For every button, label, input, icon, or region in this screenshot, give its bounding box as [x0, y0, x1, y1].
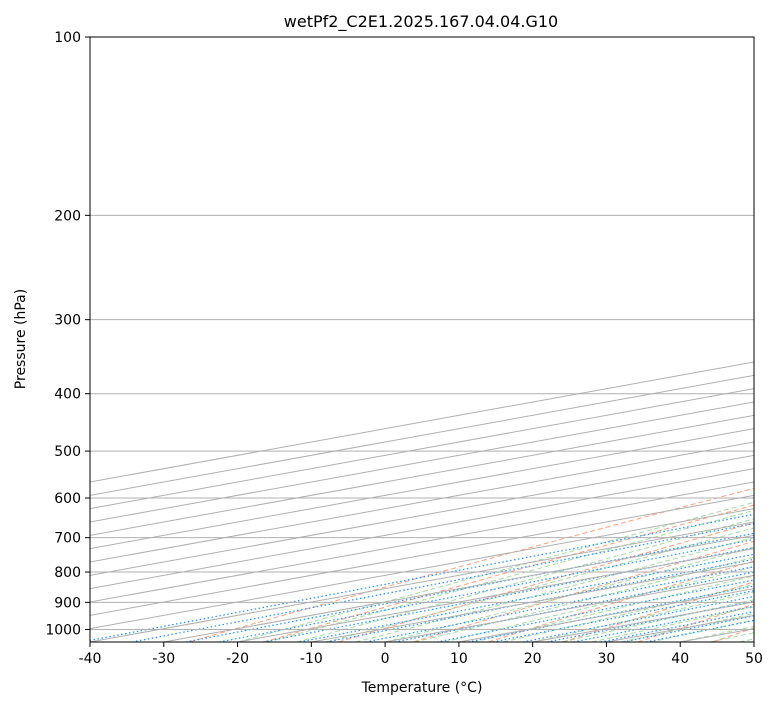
moist-adiabat [443, 566, 754, 642]
isotherm-line [90, 468, 754, 590]
isotherm-line [458, 588, 754, 642]
isotherm-line [90, 454, 754, 576]
x-tick-label: -40 [79, 651, 102, 667]
y-tick-label: 100 [54, 30, 81, 46]
mixing-ratio-line [623, 615, 754, 642]
dry-adiabat [263, 504, 754, 642]
y-tick-label: 200 [54, 208, 81, 224]
moist-adiabat [355, 536, 754, 642]
mixing-ratio-line [299, 553, 754, 642]
y-tick-label: 300 [54, 313, 81, 329]
isotherm-line [90, 428, 754, 550]
mixing-ratio-line [492, 590, 754, 642]
mixing-ratio-line [262, 546, 754, 642]
x-tick-label: -30 [152, 651, 175, 667]
x-axis: -40 -30 -20 -10 0 10 20 30 40 50 [79, 642, 763, 667]
plot-frame [89, 36, 755, 643]
isotherm-line [90, 521, 754, 642]
isotherm-line [90, 481, 754, 603]
y-tick-label: 500 [54, 444, 81, 460]
y-tick-label: 1000 [45, 622, 81, 638]
x-tick-label: 0 [381, 651, 390, 667]
mixing-ratio-line [131, 522, 754, 642]
x-tick-label: 20 [524, 651, 542, 667]
moist-adiabat [591, 606, 754, 642]
moist-adiabat [621, 612, 754, 642]
x-axis-label: Temperature (°C) [361, 680, 483, 696]
isotherm-line [90, 508, 754, 630]
moist-adiabat [680, 625, 754, 642]
mixing-ratio-line [600, 610, 754, 642]
chart-title: wetPf2_C2E1.2025.167.04.04.G10 [284, 12, 558, 32]
y-tick-label: 700 [54, 531, 81, 547]
isotherm-line [237, 548, 754, 642]
x-tick-label: 30 [598, 651, 616, 667]
y-tick-label: 400 [54, 387, 81, 403]
moist-adiabat [414, 556, 754, 642]
dry-adiabat [712, 627, 754, 642]
mixing-ratio-line [365, 566, 754, 642]
moist-adiabat [739, 638, 754, 642]
isotherm-line [90, 494, 754, 616]
y-axis: 100 200 300 400 500 600 700 800 900 1000 [45, 30, 90, 638]
moist-adiabat [237, 501, 754, 642]
x-tick-label: 10 [450, 651, 468, 667]
isotherm-line [753, 641, 754, 642]
pressure-gridlines [90, 37, 754, 630]
moist-adiabat [562, 599, 754, 642]
dry-adiabat [188, 487, 754, 642]
x-tick-label: 40 [671, 651, 689, 667]
moist-adiabat [503, 583, 754, 642]
x-tick-label: -10 [300, 651, 323, 667]
isotherm-line [90, 441, 754, 563]
dry-adiabat [488, 560, 754, 642]
y-tick-label: 900 [54, 595, 81, 611]
x-tick-label: 50 [745, 651, 763, 667]
background-lines [90, 361, 754, 642]
moist-adiabat [325, 527, 754, 642]
x-tick-label: -20 [226, 651, 249, 667]
y-tick-label: 800 [54, 565, 81, 581]
mixing-ratio-line [573, 605, 754, 642]
y-axis-label: Pressure (hPa) [13, 289, 29, 389]
moist-adiabat [266, 509, 754, 642]
moist-adiabat [384, 546, 754, 642]
isotherm-line [680, 628, 754, 642]
dry-adiabat [338, 522, 754, 642]
dry-adiabat [562, 581, 754, 642]
moist-adiabat [296, 518, 754, 642]
y-tick-label: 600 [54, 491, 81, 507]
mixing-ratio-line [394, 571, 754, 642]
isotherm-line [311, 561, 754, 642]
isotherm-line [163, 534, 754, 642]
mixing-ratio-line [90, 513, 754, 642]
